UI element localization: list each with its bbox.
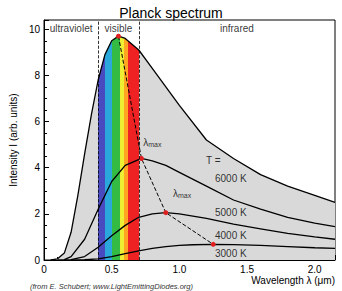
svg-text:10: 10 — [29, 24, 41, 35]
svg-text:2.0: 2.0 — [308, 264, 322, 275]
svg-text:visible: visible — [105, 23, 133, 34]
svg-text:Planck spectrum: Planck spectrum — [119, 5, 222, 21]
svg-text:0: 0 — [41, 264, 47, 275]
svg-text:T =: T = — [206, 155, 221, 166]
svg-text:4: 4 — [34, 162, 40, 173]
svg-text:0: 0 — [34, 255, 40, 266]
svg-text:ultraviolet: ultraviolet — [50, 23, 93, 34]
svg-text:5000 K: 5000 K — [215, 207, 247, 218]
svg-text:max: max — [178, 192, 192, 199]
svg-text:6: 6 — [34, 116, 40, 127]
svg-text:3000 K: 3000 K — [215, 248, 247, 259]
svg-text:1.5: 1.5 — [240, 264, 254, 275]
svg-text:λ: λ — [173, 187, 178, 199]
svg-text:4000 K: 4000 K — [215, 230, 247, 241]
svg-text:2: 2 — [34, 208, 40, 219]
svg-text:6000 K: 6000 K — [215, 173, 247, 184]
svg-text:λ: λ — [143, 136, 149, 148]
svg-text:8: 8 — [34, 70, 40, 81]
svg-text:infrared: infrared — [220, 23, 254, 34]
svg-text:Intensity I (arb. units): Intensity I (arb. units) — [8, 93, 19, 186]
svg-text:Wavelength λ (μm): Wavelength λ (μm) — [251, 275, 335, 286]
svg-text:0.5: 0.5 — [105, 264, 119, 275]
svg-text:max: max — [148, 141, 162, 148]
svg-text:(from E. Schubert; www.LightEm: (from E. Schubert; www.LightEmittingDiod… — [30, 282, 193, 291]
svg-text:1.0: 1.0 — [172, 264, 186, 275]
